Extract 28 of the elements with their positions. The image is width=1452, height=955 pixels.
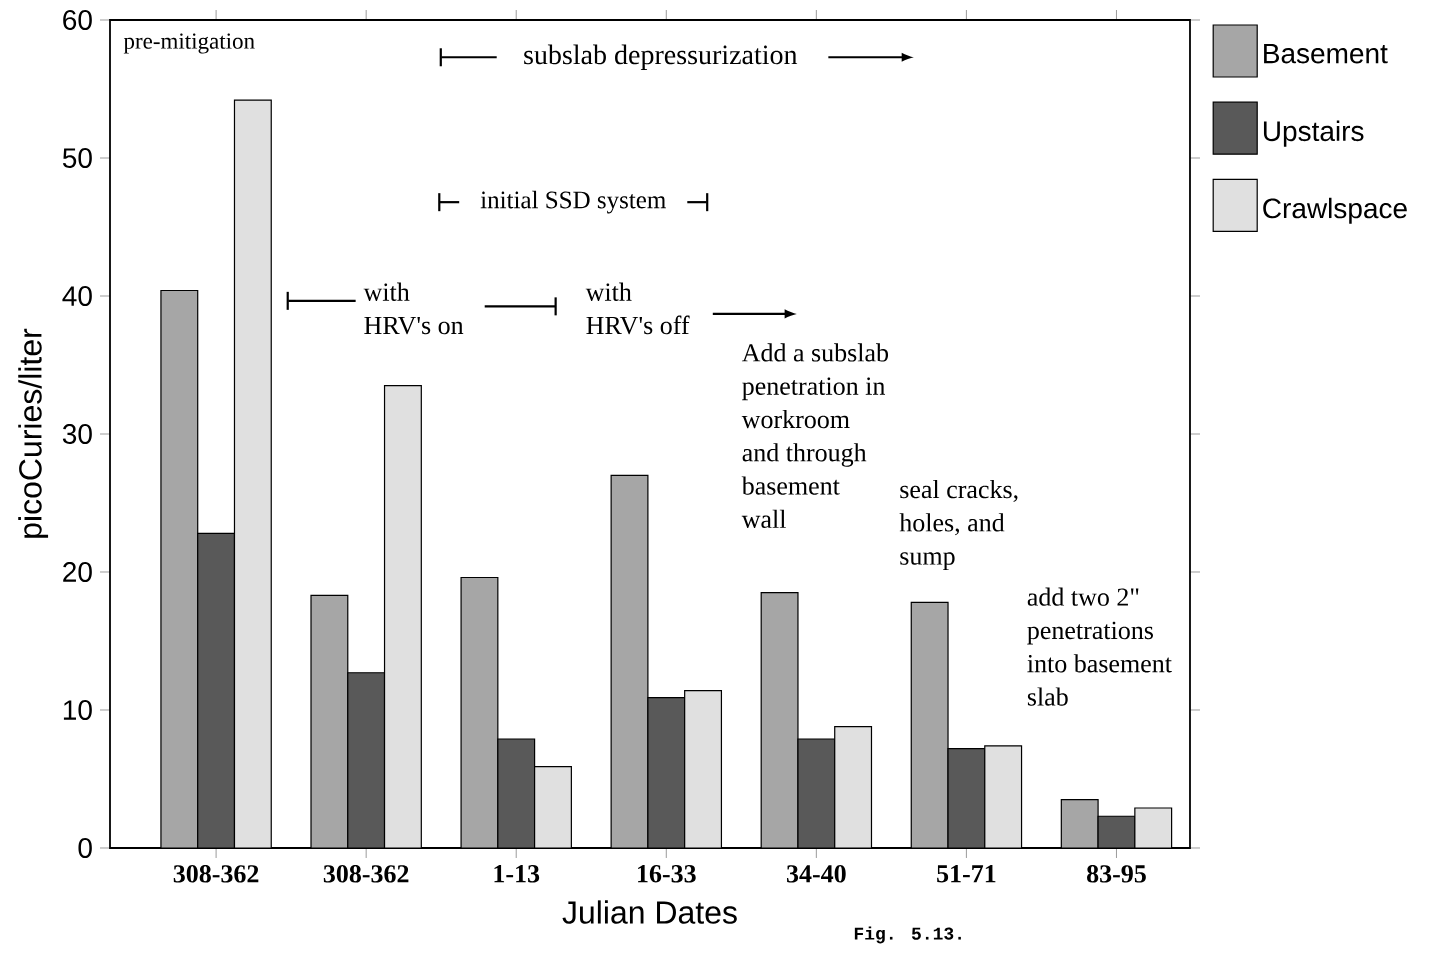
annotation: subslab depressurization <box>524 44 798 70</box>
y-tick-label: 50 <box>62 148 92 168</box>
y-axis-title: picoCuries/liter <box>18 328 49 538</box>
y-tick-label: 30 <box>62 424 92 444</box>
x-tick-label: 308-362 <box>323 865 409 883</box>
x-tick-label: 51-71 <box>937 865 996 883</box>
annotation: initial SSD system <box>480 190 666 214</box>
annotation: with HRV's on <box>363 282 464 335</box>
annotation: add two 2" penetrations into basement slab <box>1027 587 1172 706</box>
y-tick-label: 20 <box>63 562 92 582</box>
x-tick-label: 83-95 <box>1087 865 1146 883</box>
legend-label: Upstairs <box>1263 120 1364 147</box>
legend-label: Crawlspace <box>1263 197 1407 224</box>
legend-label: Basement <box>1264 43 1388 64</box>
y-tick-label: 40 <box>62 286 92 306</box>
x-tick-label: 34-40 <box>786 865 846 883</box>
x-axis-title: Julian Dates <box>562 900 737 924</box>
x-tick-label: 1-13 <box>494 865 540 883</box>
x-tick-label: 308-362 <box>173 865 259 883</box>
y-tick-label: 60 <box>63 10 92 30</box>
annotation: with HRV's off <box>585 282 690 335</box>
x-tick-label: 16-33 <box>638 865 696 883</box>
annotation: pre-mitigation <box>123 33 255 54</box>
annotation: Add a subslab penetration in workroom and through basement wall <box>741 343 889 529</box>
caption: Fig. 5.13. <box>854 926 961 944</box>
y-tick-label: 0 <box>78 838 92 858</box>
annotation: seal cracks, holes, and sump <box>899 479 1018 571</box>
y-tick-label: 10 <box>63 700 92 720</box>
